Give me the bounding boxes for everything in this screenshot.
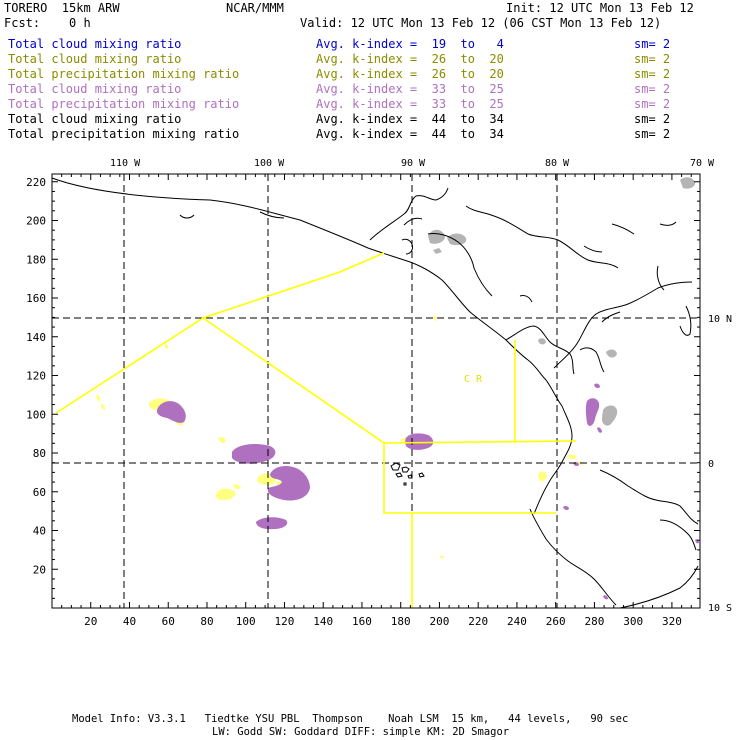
legend-sm: sm= 2 (634, 52, 671, 66)
purple-cloud-field (156, 383, 699, 600)
yellow-cloud-field (96, 315, 583, 559)
legend-field: Total precipitation mixing ratio (8, 127, 240, 141)
gray-cloud-field (428, 177, 696, 426)
org-label: NCAR/MMM (226, 1, 284, 15)
y-tick-label: 100 (26, 408, 46, 421)
legend-kindex: Avg. k-index = 26 to 20 (316, 52, 504, 66)
legend-kindex: Avg. k-index = 26 to 20 (316, 67, 504, 81)
legend-kindex: Avg. k-index = 33 to 25 (316, 82, 504, 96)
x-tick-label: 180 (391, 615, 411, 628)
legend-sm: sm= 2 (634, 97, 671, 111)
y-tick-label: 120 (26, 370, 46, 383)
geo-labels: 110 W 100 W 90 W 80 W 70 W 10 N 0 10 S C… (110, 158, 732, 614)
legend-field: Total precipitation mixing ratio (8, 97, 240, 111)
legend-sm: sm= 2 (634, 37, 671, 51)
x-tick-label: 40 (123, 615, 136, 628)
lat-label: 0 (708, 459, 714, 470)
lat-label: 10 S (708, 603, 732, 614)
y-axis-labels: 20 40 60 80 100 120 140 160 180 200 220 (26, 176, 46, 577)
legend-sm: sm= 2 (634, 67, 671, 81)
x-tick-label: 220 (468, 615, 488, 628)
lon-label: 90 W (401, 158, 426, 169)
x-tick-label: 280 (584, 615, 604, 628)
valid-time: Valid: 12 UTC Mon 13 Feb 12 (06 CST Mon … (300, 16, 662, 30)
y-tick-label: 20 (33, 563, 46, 576)
lon-label: 110 W (110, 158, 141, 169)
y-tick-label: 220 (26, 176, 46, 189)
footer-model-info: Model Info: V3.3.1 Tiedtke YSU PBL Thomp… (72, 713, 629, 725)
x-tick-label: 120 (275, 615, 295, 628)
cloud-fields (96, 177, 699, 600)
legend-field: Total cloud mixing ratio (8, 52, 182, 66)
x-tick-label: 300 (623, 615, 643, 628)
legend-kindex: Avg. k-index = 19 to 4 (316, 37, 504, 51)
lon-label: 80 W (545, 158, 570, 169)
legend-sm: sm= 2 (634, 127, 671, 141)
legend-field: Total precipitation mixing ratio (8, 67, 240, 81)
lon-label: 100 W (254, 158, 285, 169)
x-tick-label: 100 (236, 615, 256, 628)
y-tick-label: 40 (33, 525, 46, 538)
lat-label: 10 N (708, 314, 732, 325)
x-tick-label: 80 (200, 615, 213, 628)
y-tick-label: 180 (26, 253, 46, 266)
coastlines (51, 177, 699, 609)
x-tick-label: 140 (313, 615, 333, 628)
y-tick-label: 80 (33, 447, 46, 460)
legend-field: Total cloud mixing ratio (8, 82, 182, 96)
lon-label: 70 W (690, 158, 715, 169)
model-title: TORERO 15km ARW (4, 1, 120, 15)
x-tick-label: 160 (352, 615, 372, 628)
y-tick-label: 140 (26, 331, 46, 344)
x-tick-label: 20 (84, 615, 97, 628)
legend-sm: sm= 2 (634, 82, 671, 96)
lat-lon-grid (52, 174, 700, 608)
map-frame (51, 173, 701, 609)
x-tick-label: 260 (546, 615, 566, 628)
init-time: Init: 12 UTC Mon 13 Feb 12 (506, 1, 694, 15)
legend-sm: sm= 2 (634, 112, 671, 126)
legend-kindex: Avg. k-index = 33 to 25 (316, 97, 504, 111)
y-tick-label: 160 (26, 292, 46, 305)
x-axis-labels: 20 40 60 80 100 120 140 160 180 200 220 … (84, 615, 682, 628)
axis-ticks (51, 174, 700, 609)
forecast-hour: Fcst: 0 h (4, 16, 91, 30)
galapagos-islands (390, 462, 425, 486)
legend-kindex: Avg. k-index = 44 to 34 (316, 127, 504, 141)
legend-field: Total cloud mixing ratio (8, 37, 182, 51)
legend-field: Total cloud mixing ratio (8, 112, 182, 126)
footer-physics-info: LW: Godd SW: Goddard DIFF: simple KM: 2D… (212, 726, 510, 738)
y-tick-label: 200 (26, 215, 46, 228)
x-tick-label: 60 (162, 615, 175, 628)
boundary-lines (55, 252, 577, 608)
region-label: C R (464, 374, 483, 385)
x-tick-label: 240 (507, 615, 527, 628)
y-tick-label: 60 (33, 486, 46, 499)
x-tick-label: 320 (662, 615, 682, 628)
legend-kindex: Avg. k-index = 44 to 34 (316, 112, 504, 126)
x-tick-label: 200 (430, 615, 450, 628)
